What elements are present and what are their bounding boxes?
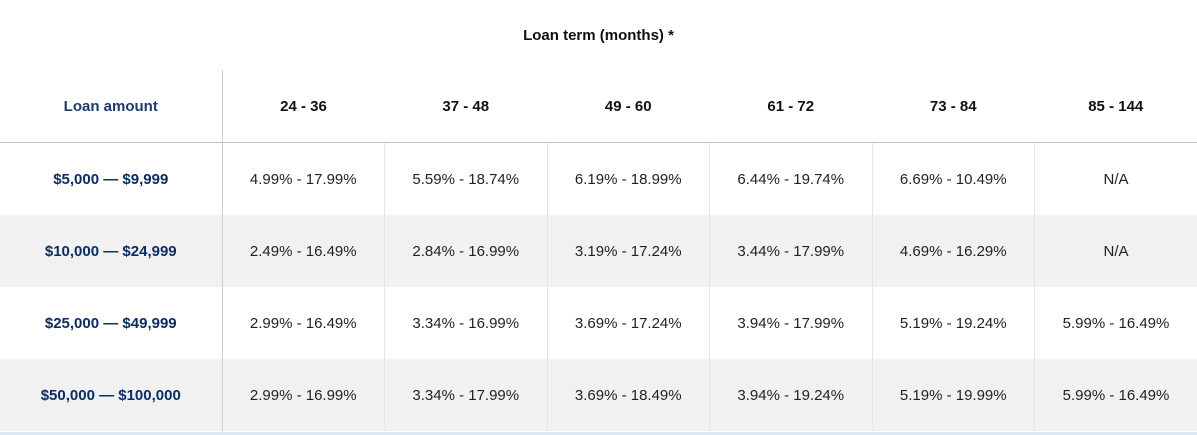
rate-cell: 2.49% - 16.49%	[222, 215, 385, 287]
rate-cell: 2.99% - 16.99%	[222, 359, 385, 431]
header-row: Loan amount 24 - 36 37 - 48 49 - 60 61 -…	[0, 70, 1197, 143]
rate-cell: 6.69% - 10.49%	[872, 142, 1035, 215]
rate-cell: 4.99% - 17.99%	[222, 142, 385, 215]
rate-cell: 3.19% - 17.24%	[547, 215, 710, 287]
rate-cell: 5.99% - 16.49%	[1034, 359, 1197, 431]
loan-term-caption: Loan term (months) *	[523, 26, 674, 44]
rate-cell: 3.94% - 17.99%	[709, 287, 873, 359]
rate-cell: N/A	[1103, 170, 1129, 188]
rate-cell: 5.19% - 19.24%	[872, 287, 1035, 359]
rate-cell: 2.99% - 16.49%	[222, 287, 385, 359]
rate-cell: 5.99% - 16.49%	[1062, 314, 1170, 332]
rate-cell: 3.69% - 18.49%	[547, 359, 710, 431]
rate-cell: 3.44% - 17.99%	[709, 215, 873, 287]
table-row: $10,000 — $24,999 2.49% - 16.49% 2.84% -…	[0, 215, 1197, 287]
term-header-24-36: 24 - 36	[222, 70, 385, 143]
rate-cell: 3.69% - 17.24%	[547, 287, 710, 359]
rate-cell: N/A	[1034, 215, 1197, 287]
rate-cell: 3.94% - 19.24%	[709, 359, 873, 431]
loan-amount-cell: $10,000 — $24,999	[0, 215, 223, 287]
rate-cell: 2.84% - 16.99%	[384, 215, 548, 287]
rate-cell: 6.19% - 18.99%	[547, 142, 710, 215]
rate-cell: 3.34% - 16.99%	[384, 287, 548, 359]
loan-amount-cell: $5,000 — $9,999	[0, 142, 223, 215]
rate-cell: 6.44% - 19.74%	[709, 142, 873, 215]
table-row: $25,000 — $49,999 2.99% - 16.49% 3.34% -…	[0, 287, 1197, 359]
loan-amount-cell: $50,000 — $100,000	[0, 359, 223, 431]
table-row: $50,000 — $100,000 2.99% - 16.99% 3.34% …	[0, 359, 1197, 431]
loan-amount-cell: $25,000 — $49,999	[0, 287, 223, 359]
rate-cell: 4.69% - 16.29%	[872, 215, 1035, 287]
table-row: $5,000 — $9,999 4.99% - 17.99% 5.59% - 1…	[0, 142, 1197, 215]
loan-rates-table: Loan amount 24 - 36 37 - 48 49 - 60 61 -…	[0, 70, 1197, 431]
rate-cell: 5.19% - 19.99%	[872, 359, 1035, 431]
loan-amount-header: Loan amount	[0, 70, 223, 143]
rate-cell: 5.59% - 18.74%	[384, 142, 548, 215]
term-header-37-48: 37 - 48	[384, 70, 547, 143]
table-bottom-divider	[0, 432, 1197, 435]
term-header-49-60: 49 - 60	[547, 70, 710, 143]
term-header-73-84: 73 - 84	[872, 70, 1035, 143]
rate-cell: 3.34% - 17.99%	[384, 359, 548, 431]
term-header-85-144: 85 - 144	[1034, 70, 1197, 143]
term-header-61-72: 61 - 72	[709, 70, 872, 143]
